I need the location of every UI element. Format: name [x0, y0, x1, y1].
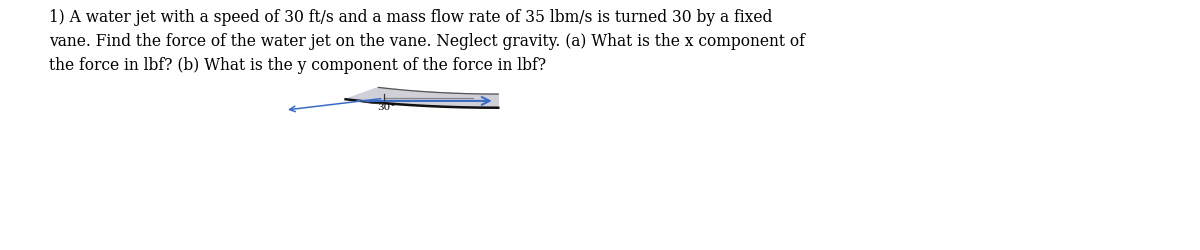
Text: 1) A water jet with a speed of 30 ft/s and a mass flow rate of 35 lbm/s is turne: 1) A water jet with a speed of 30 ft/s a…	[49, 9, 805, 74]
Text: 30°: 30°	[378, 103, 396, 112]
Polygon shape	[346, 88, 498, 108]
